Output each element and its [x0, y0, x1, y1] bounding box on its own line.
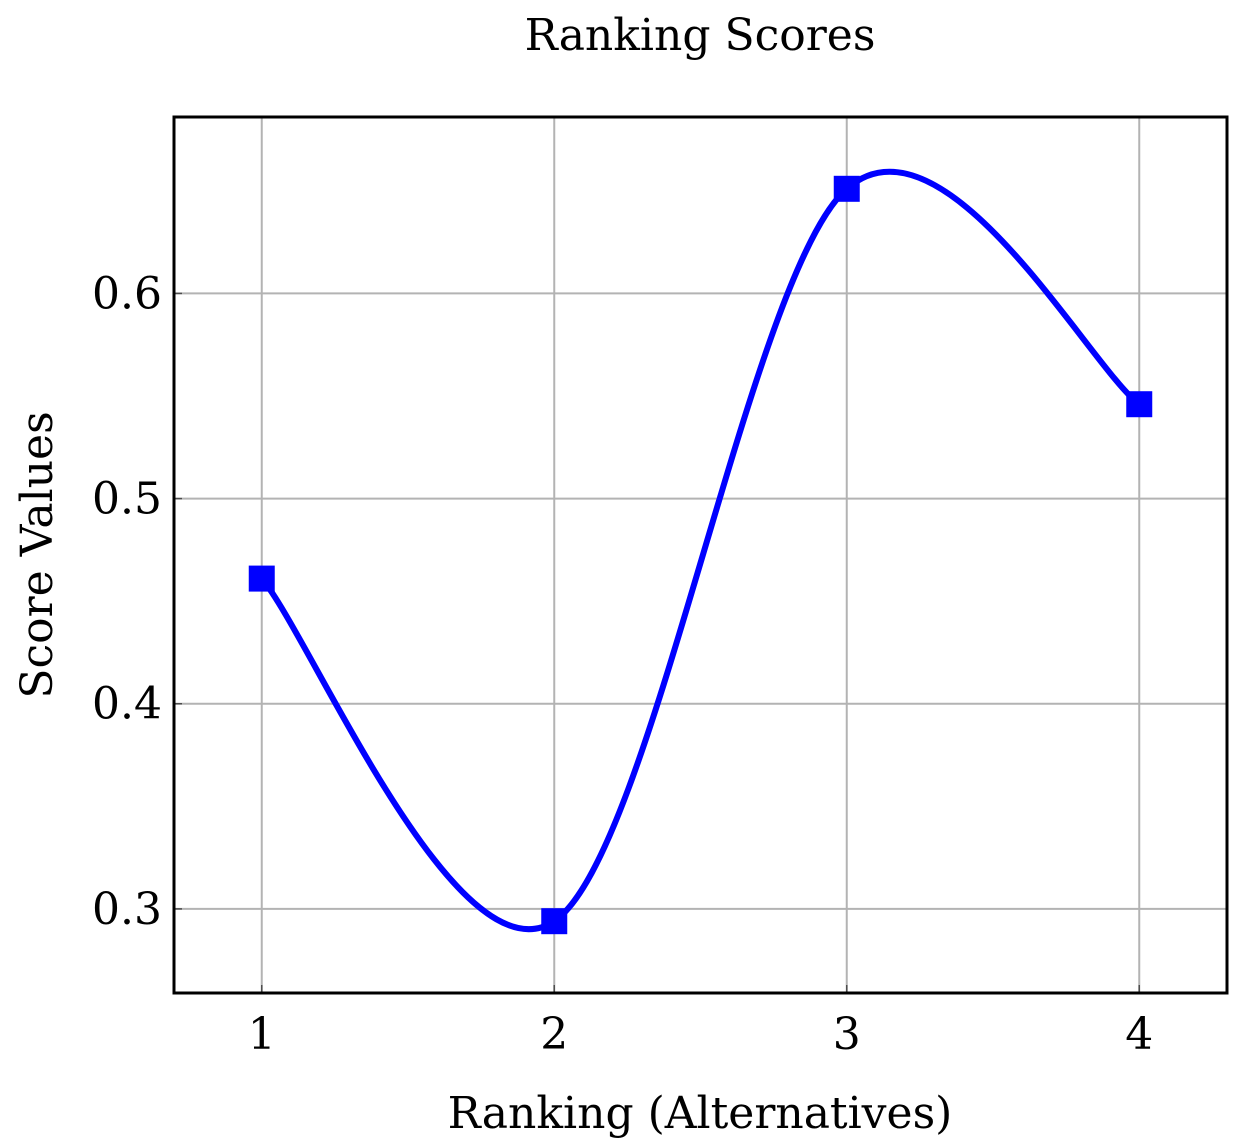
y-tick-label: 0.4 [92, 679, 162, 730]
data-point-marker [1126, 391, 1153, 418]
x-tick-label: 3 [833, 1009, 861, 1060]
chart-title: Ranking Scores [525, 10, 876, 61]
series-layer [248, 168, 1153, 935]
tick-labels: 1 2 3 4 0.3 0.4 0.5 0.6 [92, 268, 1153, 1060]
x-tick-label: 1 [248, 1009, 276, 1060]
y-tick-label: 0.3 [92, 884, 162, 935]
y-tick-label: 0.5 [92, 474, 162, 525]
data-point-marker [833, 175, 860, 202]
grid [174, 117, 1227, 993]
x-tick-label: 4 [1125, 1009, 1153, 1060]
x-tick-label: 2 [540, 1009, 568, 1060]
x-axis-label: Ranking (Alternatives) [448, 1088, 953, 1139]
data-point-marker [248, 565, 275, 592]
y-axis-label: Score Values [12, 411, 63, 698]
data-point-marker [541, 908, 568, 935]
y-tick-label: 0.6 [92, 268, 162, 319]
plot-frame [172, 115, 1229, 995]
series-line [258, 168, 1143, 933]
